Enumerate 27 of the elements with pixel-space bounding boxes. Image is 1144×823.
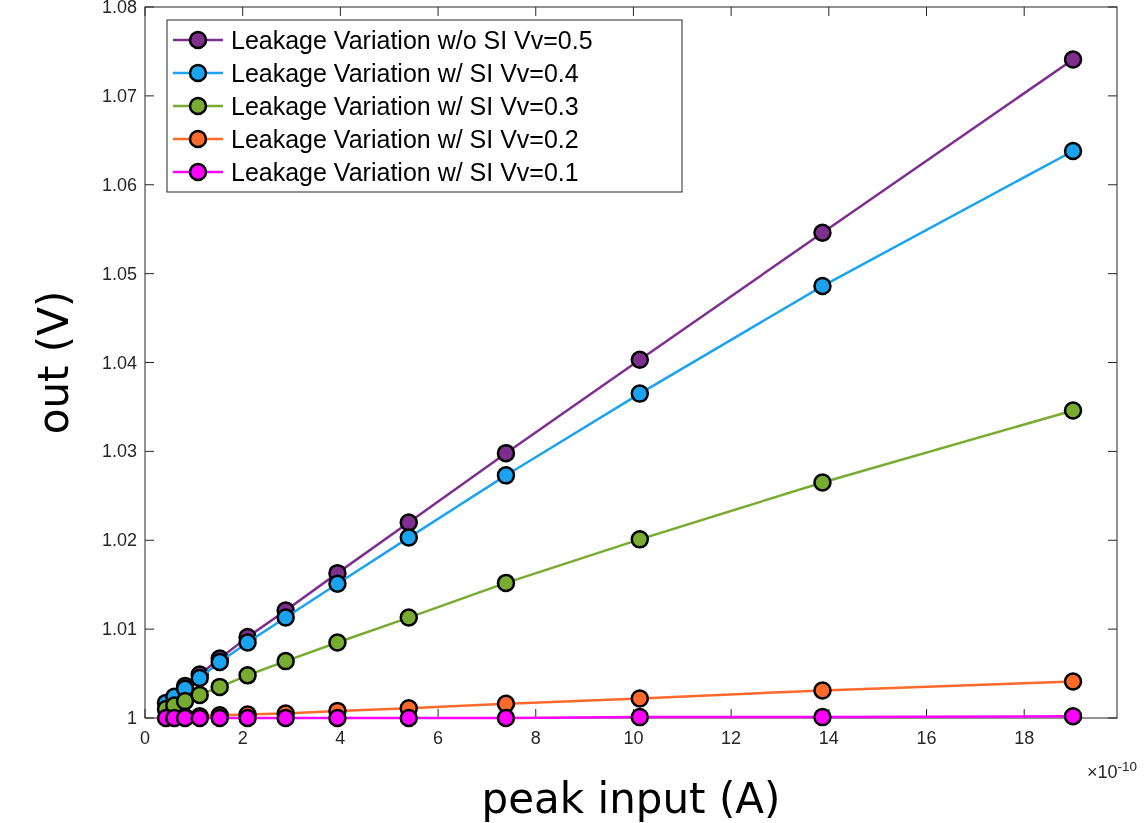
x-tick-label: 6 xyxy=(433,728,444,748)
y-tick-label: 1.01 xyxy=(101,619,137,640)
x-tick-label: 8 xyxy=(530,728,541,748)
x-tick-label: 12 xyxy=(721,728,742,748)
y-tick-label: 1 xyxy=(126,708,137,728)
x-tick-label: 2 xyxy=(237,728,248,748)
y-tick-label: 1.02 xyxy=(101,530,137,551)
text: ×10$^{-10}$ xyxy=(1086,758,1137,782)
x-tick-label: 10 xyxy=(623,728,644,748)
x-tick-label: 0 xyxy=(139,728,151,748)
y-tick-label: 1.04 xyxy=(101,352,137,373)
y-axis-title: out (V) xyxy=(29,290,78,435)
legend-label: Leakage Variation w/ SI Vv=0.2 xyxy=(231,125,579,153)
y-tick-label: 1.08 xyxy=(101,0,137,17)
legend-label: Leakage Variation w/ SI Vv=0.3 xyxy=(231,92,579,120)
x-tick-label: 18 xyxy=(1014,728,1035,748)
x-axis-title: peak input (A) xyxy=(481,774,781,823)
y-tick-label: 1.07 xyxy=(101,85,137,106)
y-tick-label: 1.06 xyxy=(101,174,137,195)
x-tick-label: 14 xyxy=(818,728,839,748)
legend-label: Leakage Variation w/ SI Vv=0.1 xyxy=(231,158,579,186)
y-tick-label: 1.03 xyxy=(101,441,137,462)
x-tick-label: 4 xyxy=(335,728,346,748)
legend-label: Leakage Variation w/ SI Vv=0.4 xyxy=(231,59,579,87)
legend-label: Leakage Variation w/o SI Vv=0.5 xyxy=(231,26,593,54)
y-tick-label: 1.05 xyxy=(101,263,137,284)
x-tick-label: 16 xyxy=(916,728,937,748)
